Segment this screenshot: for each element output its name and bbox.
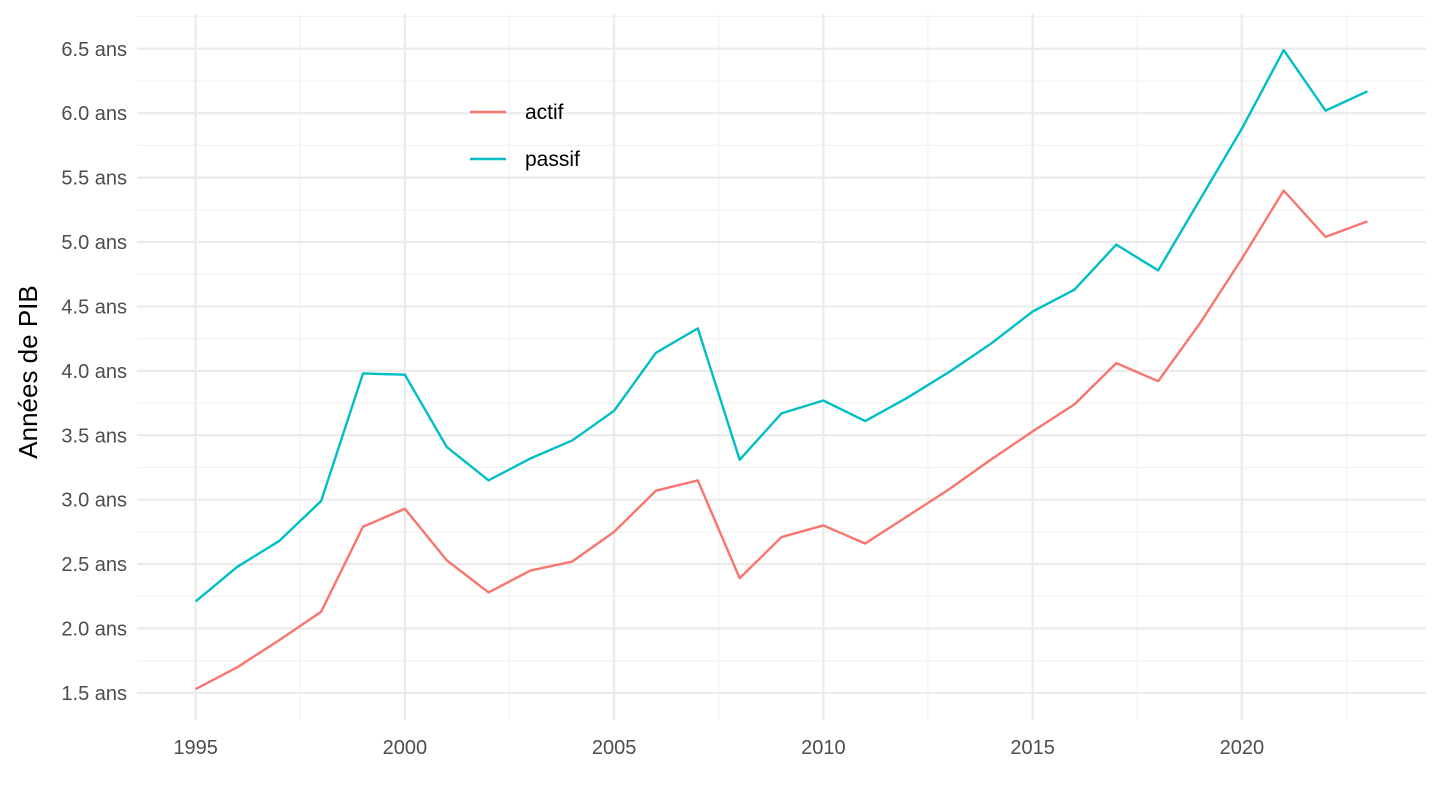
y-axis-title: Années de PIB (13, 285, 43, 458)
y-tick-label: 4.5 ans (61, 296, 127, 318)
x-tick-label: 2005 (592, 737, 637, 759)
minor-gridlines-x (299, 14, 1348, 720)
y-tick-label: 4.0 ans (61, 361, 127, 383)
y-axis-tick-labels: 1.5 ans 2.0 ans 2.5 ans 3.0 ans 3.5 ans 4.0 a… (61, 39, 127, 705)
legend-label-actif: actif (525, 101, 564, 124)
y-tick-label: 3.5 ans (61, 425, 127, 447)
y-tick-label: 2.0 ans (61, 619, 127, 641)
y-tick-label: 1.5 ans (61, 683, 127, 705)
x-tick-label: 2010 (801, 737, 846, 759)
series-lines (194, 48, 1368, 691)
series-line-passif (194, 48, 1368, 603)
y-tick-label: 5.5 ans (61, 168, 127, 190)
y-tick-label: 2.5 ans (61, 554, 127, 576)
major-gridlines-y (137, 47, 1426, 695)
x-tick-label: 2015 (1010, 737, 1055, 759)
major-gridlines-x (194, 14, 1243, 720)
y-tick-label: 6.0 ans (61, 103, 127, 125)
x-tick-label: 2000 (383, 737, 428, 759)
x-axis-tick-labels: 1995 2000 2005 2010 2015 2020 (173, 737, 1264, 759)
legend: actif passif (470, 101, 580, 171)
x-tick-label: 1995 (173, 737, 218, 759)
series-line-actif (195, 189, 1368, 691)
y-tick-label: 5.0 ans (61, 232, 127, 254)
minor-gridlines-y (137, 15, 1426, 662)
x-tick-label: 2020 (1220, 737, 1265, 759)
legend-label-passif: passif (525, 148, 580, 171)
y-tick-label: 3.0 ans (61, 490, 127, 512)
y-tick-label: 6.5 ans (61, 39, 127, 61)
